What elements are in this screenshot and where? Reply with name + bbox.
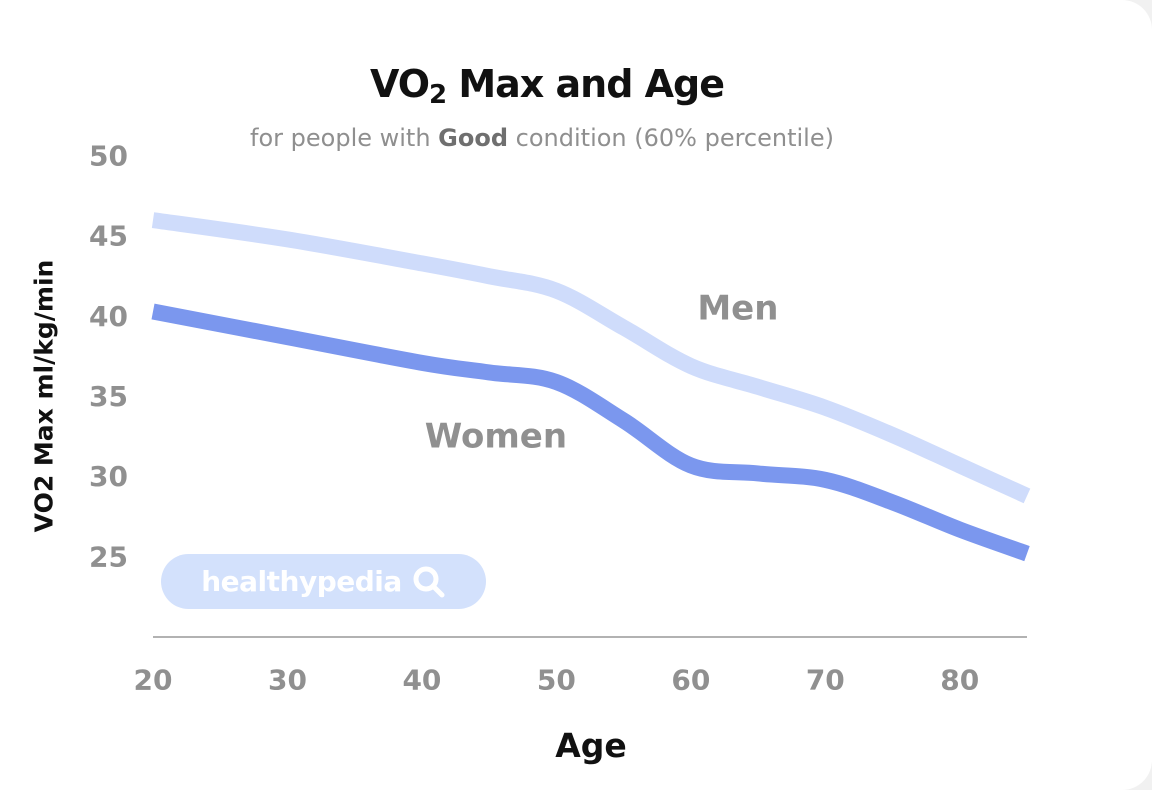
chart-title: VO2 Max and Age — [0, 62, 1094, 110]
series-label-men: Men — [697, 288, 778, 328]
y-tick-label: 40 — [89, 300, 128, 333]
x-tick-label: 40 — [402, 664, 441, 697]
x-tick-label: 60 — [671, 664, 710, 697]
series-line-men — [151, 212, 1031, 504]
subtitle-suffix: condition (60% percentile) — [508, 124, 834, 152]
x-axis-label: Age — [555, 726, 627, 765]
chart-subtitle: for people with Good condition (60% perc… — [0, 124, 1084, 152]
subtitle-prefix: for people with — [250, 124, 439, 152]
search-icon — [413, 566, 445, 597]
title-subscript: 2 — [429, 80, 447, 110]
y-tick-label: 35 — [89, 380, 128, 413]
x-tick-label: 80 — [940, 664, 979, 697]
series-label-women: Women — [425, 417, 567, 457]
title-main: VO — [369, 62, 430, 106]
y-tick-label: 45 — [89, 220, 128, 253]
brand-text: healthypedia — [201, 565, 402, 598]
subtitle-bold: Good — [438, 124, 509, 152]
title-rest: Max and Age — [446, 62, 725, 106]
x-tick-label: 20 — [134, 664, 173, 697]
x-tick-label: 30 — [268, 664, 307, 697]
x-tick-label: 70 — [806, 664, 845, 697]
brand-badge: healthypedia — [161, 554, 486, 609]
y-tick-label: 25 — [89, 540, 128, 573]
series-line-women — [151, 303, 1030, 562]
y-tick-label: 30 — [89, 460, 128, 493]
x-tick-label: 50 — [537, 664, 576, 697]
y-tick-label: 50 — [89, 140, 128, 173]
